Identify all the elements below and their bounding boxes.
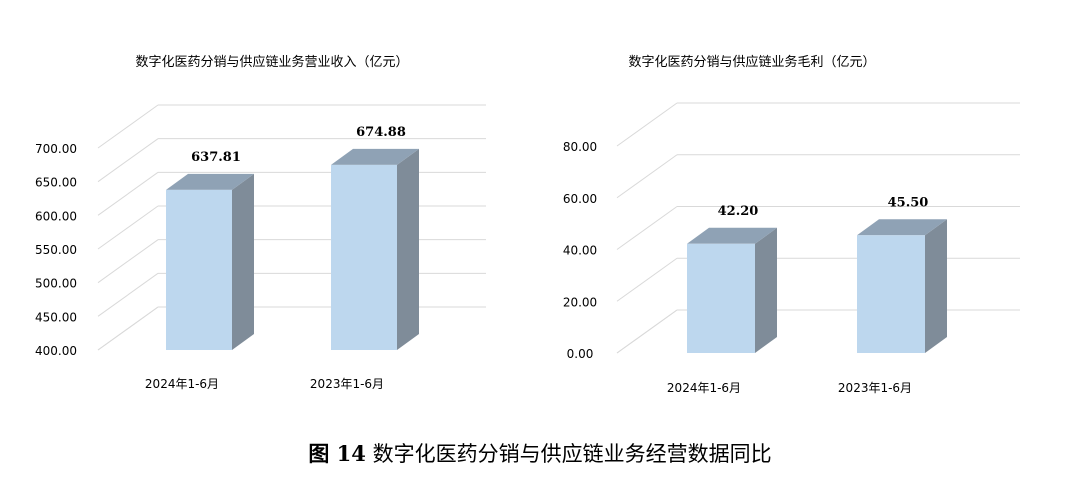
bar-front (166, 189, 232, 350)
caption-label: 图 14 (308, 441, 366, 466)
gridline-depth (616, 309, 678, 354)
gross-profit-chart: 数字化医药分销与供应链业务毛利（亿元） 0.00 20.00 40.00 60.00 80… (563, 54, 1020, 395)
caption-text: 数字化医药分销与供应链业务经营数据同比 (372, 442, 772, 466)
bar-value-label: 42.20 (718, 204, 759, 219)
bar (687, 227, 777, 353)
bar (331, 148, 419, 350)
bar-value-label: 674.88 (356, 125, 406, 140)
y-tick-label: 450.00 (35, 310, 77, 324)
x-category-label: 2023年1-6月 (838, 381, 912, 395)
gridline-depth (97, 104, 159, 149)
x-category-label: 2023年1-6月 (310, 377, 384, 391)
bar-side (397, 148, 419, 350)
bar-top (687, 227, 777, 244)
y-tick-label: 650.00 (35, 176, 77, 190)
gridline-depth (97, 205, 159, 250)
y-tick-label: 80.00 (563, 140, 597, 154)
bar-value-label: 637.81 (191, 150, 241, 165)
gridline-depth (97, 239, 159, 284)
gridline-depth (616, 102, 678, 147)
bar-value-label: 45.50 (888, 195, 929, 210)
bar (166, 173, 254, 350)
y-tick-label: 400.00 (35, 344, 77, 358)
bar-side (755, 227, 777, 353)
bar-front (687, 243, 755, 353)
gridline-depth (97, 171, 159, 216)
gridline-depth (97, 272, 159, 317)
gridline-depth (97, 306, 159, 351)
chart-title: 数字化医药分销与供应链业务毛利（亿元） (628, 54, 875, 70)
revenue-chart: 数字化医药分销与供应链业务营业收入（亿元） 400.00 450.00 500.00 5… (35, 54, 486, 391)
y-tick-label: 0.00 (567, 347, 594, 361)
y-tick-label: 40.00 (563, 244, 597, 258)
x-category-label: 2024年1-6月 (667, 381, 741, 395)
bar (857, 219, 947, 353)
bar-front (857, 235, 925, 353)
y-tick-label: 500.00 (35, 277, 77, 291)
bar-side (925, 219, 947, 353)
bar-top (857, 219, 947, 236)
gridline-depth (97, 138, 159, 183)
y-tick-label: 20.00 (563, 295, 597, 309)
y-tick-label: 700.00 (35, 142, 77, 156)
bar-front (331, 164, 397, 350)
bar-top (166, 173, 254, 190)
bar-side (232, 173, 254, 350)
y-tick-label: 600.00 (35, 209, 77, 223)
gridline-depth (616, 206, 678, 250)
chart-title: 数字化医药分销与供应链业务营业收入（亿元） (135, 54, 408, 70)
y-tick-label: 550.00 (35, 243, 77, 257)
figure-caption: 图 14 数字化医药分销与供应链业务经营数据同比 (0, 438, 1080, 468)
x-category-label: 2024年1-6月 (145, 377, 219, 391)
y-tick-label: 60.00 (563, 192, 597, 206)
gridline-depth (616, 257, 678, 302)
bar-top (331, 148, 419, 165)
gridline-depth (616, 154, 678, 199)
